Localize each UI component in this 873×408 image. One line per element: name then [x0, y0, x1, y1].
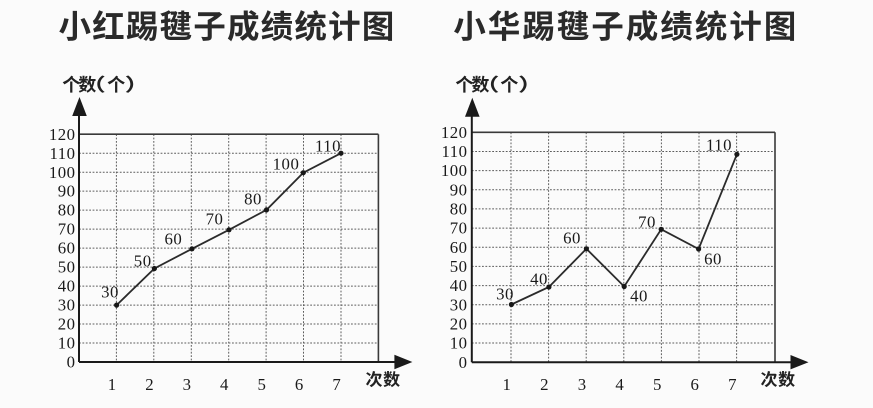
svg-text:0: 0 [67, 353, 76, 372]
svg-text:30: 30 [58, 296, 76, 315]
svg-text:70: 70 [206, 210, 224, 229]
svg-text:70: 70 [58, 220, 76, 239]
svg-text:4: 4 [220, 375, 229, 394]
svg-text:40: 40 [530, 270, 548, 289]
svg-text:30: 30 [101, 282, 119, 301]
svg-text:30: 30 [496, 285, 514, 304]
svg-text:20: 20 [58, 315, 76, 334]
svg-text:40: 40 [630, 287, 648, 306]
svg-text:5: 5 [653, 375, 662, 394]
svg-text:120: 120 [441, 123, 468, 142]
svg-text:80: 80 [244, 190, 262, 209]
svg-text:1: 1 [503, 375, 512, 394]
svg-text:30: 30 [450, 295, 468, 314]
svg-text:3: 3 [578, 375, 587, 394]
svg-text:2: 2 [540, 375, 549, 394]
svg-text:110: 110 [706, 136, 732, 155]
svg-text:60: 60 [165, 230, 183, 249]
svg-text:5: 5 [257, 375, 266, 394]
svg-text:100: 100 [273, 155, 300, 174]
svg-text:3: 3 [183, 375, 192, 394]
svg-text:110: 110 [49, 144, 75, 163]
svg-text:120: 120 [49, 125, 76, 144]
svg-text:100: 100 [49, 163, 76, 182]
svg-text:60: 60 [450, 238, 468, 257]
svg-text:0: 0 [459, 353, 468, 372]
svg-text:50: 50 [134, 252, 152, 271]
svg-text:110: 110 [315, 137, 341, 156]
svg-text:10: 10 [58, 334, 76, 353]
svg-text:7: 7 [332, 375, 341, 394]
svg-text:110: 110 [441, 142, 467, 161]
svg-text:4: 4 [615, 375, 624, 394]
svg-text:10: 10 [450, 334, 468, 353]
svg-text:60: 60 [563, 229, 581, 248]
svg-text:1: 1 [108, 375, 117, 394]
svg-text:100: 100 [441, 161, 468, 180]
svg-text:70: 70 [638, 213, 656, 232]
svg-text:40: 40 [450, 276, 468, 295]
svg-text:2: 2 [145, 375, 154, 394]
svg-text:80: 80 [450, 200, 468, 219]
svg-text:60: 60 [58, 239, 76, 258]
svg-text:70: 70 [450, 219, 468, 238]
svg-text:50: 50 [450, 257, 468, 276]
svg-text:50: 50 [58, 258, 76, 277]
svg-text:20: 20 [450, 315, 468, 334]
svg-text:90: 90 [450, 180, 468, 199]
svg-text:6: 6 [295, 375, 304, 394]
svg-text:90: 90 [58, 182, 76, 201]
svg-text:80: 80 [58, 201, 76, 220]
svg-text:60: 60 [704, 250, 722, 269]
svg-text:6: 6 [691, 375, 700, 394]
svg-text:7: 7 [728, 375, 737, 394]
svg-text:40: 40 [58, 277, 76, 296]
